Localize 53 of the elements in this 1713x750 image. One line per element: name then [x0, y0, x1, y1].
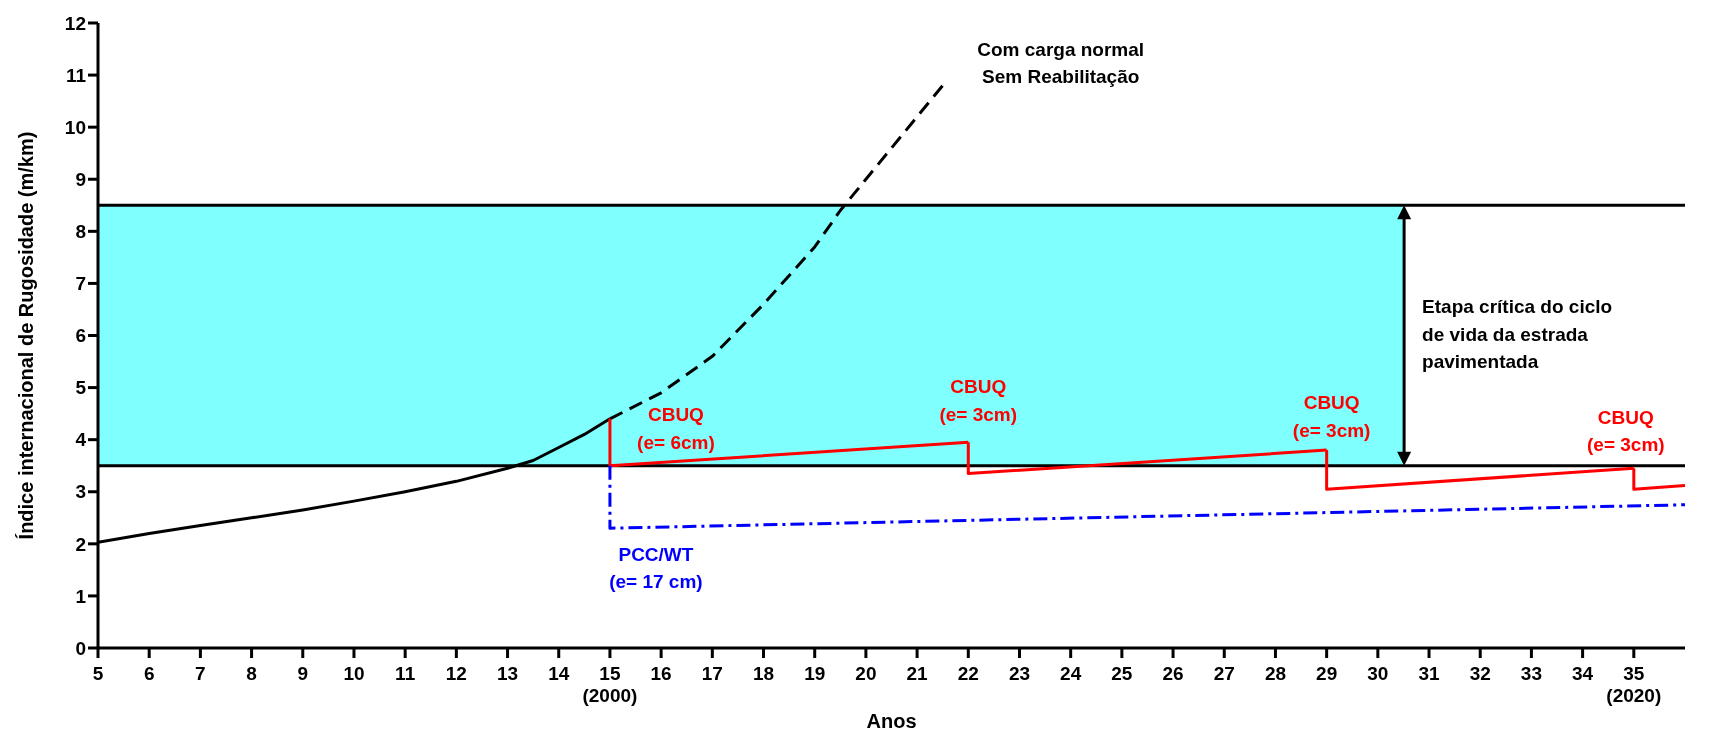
x-tick-label: 9 — [297, 663, 309, 684]
x-tick-label: 13 — [496, 663, 519, 684]
y-tick-label: 10 — [64, 116, 86, 138]
x-axis-title: Anos — [866, 710, 917, 732]
y-tick-label: 1 — [75, 585, 87, 607]
y-tick-label: 12 — [64, 12, 86, 34]
x-tick-label: 12 — [445, 663, 467, 684]
x-tick-label: 25 — [1111, 663, 1133, 684]
x-tick-label: 26 — [1162, 663, 1184, 684]
y-tick-label: 2 — [75, 533, 86, 555]
y-axis-title: Índice internacional de Rugosidade (m/km) — [15, 131, 38, 540]
y-tick-label: 7 — [75, 273, 86, 295]
x-tick-label: 18 — [752, 663, 775, 684]
x-tick-label: 29 — [1316, 663, 1338, 684]
x-tick-label: 34 — [1572, 663, 1594, 684]
x-tick-label: 14 — [548, 663, 570, 684]
y-tick-label: 3 — [75, 481, 86, 503]
x-tick-label: 16 — [650, 663, 672, 684]
band-label: Etapa crítica do ciclo de vida da estrada pavimentada — [1422, 295, 1613, 373]
y-tick-label: 11 — [65, 64, 87, 86]
x-tick-label: 20 — [855, 663, 877, 684]
x-tick-label: 28 — [1264, 663, 1287, 684]
y-tick-label: 8 — [75, 221, 86, 243]
x-tick-label: 21 — [906, 663, 929, 684]
y-tick-label: 9 — [75, 168, 86, 190]
x-tick-label: 7 — [195, 663, 206, 684]
x-tick-label: 32 — [1469, 663, 1491, 684]
x-tick-label: 15 (2000) — [582, 663, 638, 706]
x-tick-label: 35 (2020) — [1606, 663, 1662, 706]
x-tick-label: 5 — [92, 663, 104, 684]
x-tick-label: 8 — [246, 663, 257, 684]
x-tick-label: 11 — [395, 663, 416, 684]
x-tick-label: 10 — [343, 663, 365, 684]
x-tick-label: 24 — [1060, 663, 1082, 684]
x-tick-label: 23 — [1008, 663, 1031, 684]
series-label: PCC/WT (e= 17 cm) — [609, 543, 703, 593]
y-tick-label: 6 — [75, 325, 86, 347]
series-label: CBUQ (e= 3cm) — [1292, 392, 1371, 441]
series-label: CBUQ (e= 6cm) — [637, 404, 715, 453]
x-tick-label: 30 — [1367, 663, 1389, 684]
series-label: CBUQ (e= 3cm) — [1586, 406, 1665, 456]
x-tick-label: 17 — [701, 663, 723, 684]
y-tick-label: 0 — [75, 637, 86, 659]
series-label: CBUQ (e= 3cm) — [939, 376, 1018, 426]
series-label: Com carga normal Sem Reabilitação — [977, 38, 1145, 88]
x-tick-label: 22 — [957, 663, 979, 684]
x-tick-label: 31 — [1418, 663, 1441, 684]
x-tick-label: 27 — [1213, 663, 1235, 684]
x-tick-label: 33 — [1520, 663, 1542, 684]
x-tick-label: 6 — [143, 663, 155, 684]
y-tick-label: 5 — [75, 377, 87, 399]
x-tick-label: 19 — [804, 663, 826, 684]
y-tick-label: 4 — [75, 429, 87, 451]
